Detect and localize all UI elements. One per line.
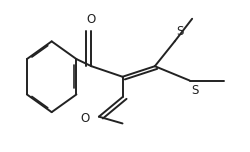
- Text: S: S: [191, 84, 198, 97]
- Text: S: S: [176, 25, 183, 38]
- Text: O: O: [80, 112, 90, 125]
- Text: O: O: [87, 13, 96, 26]
